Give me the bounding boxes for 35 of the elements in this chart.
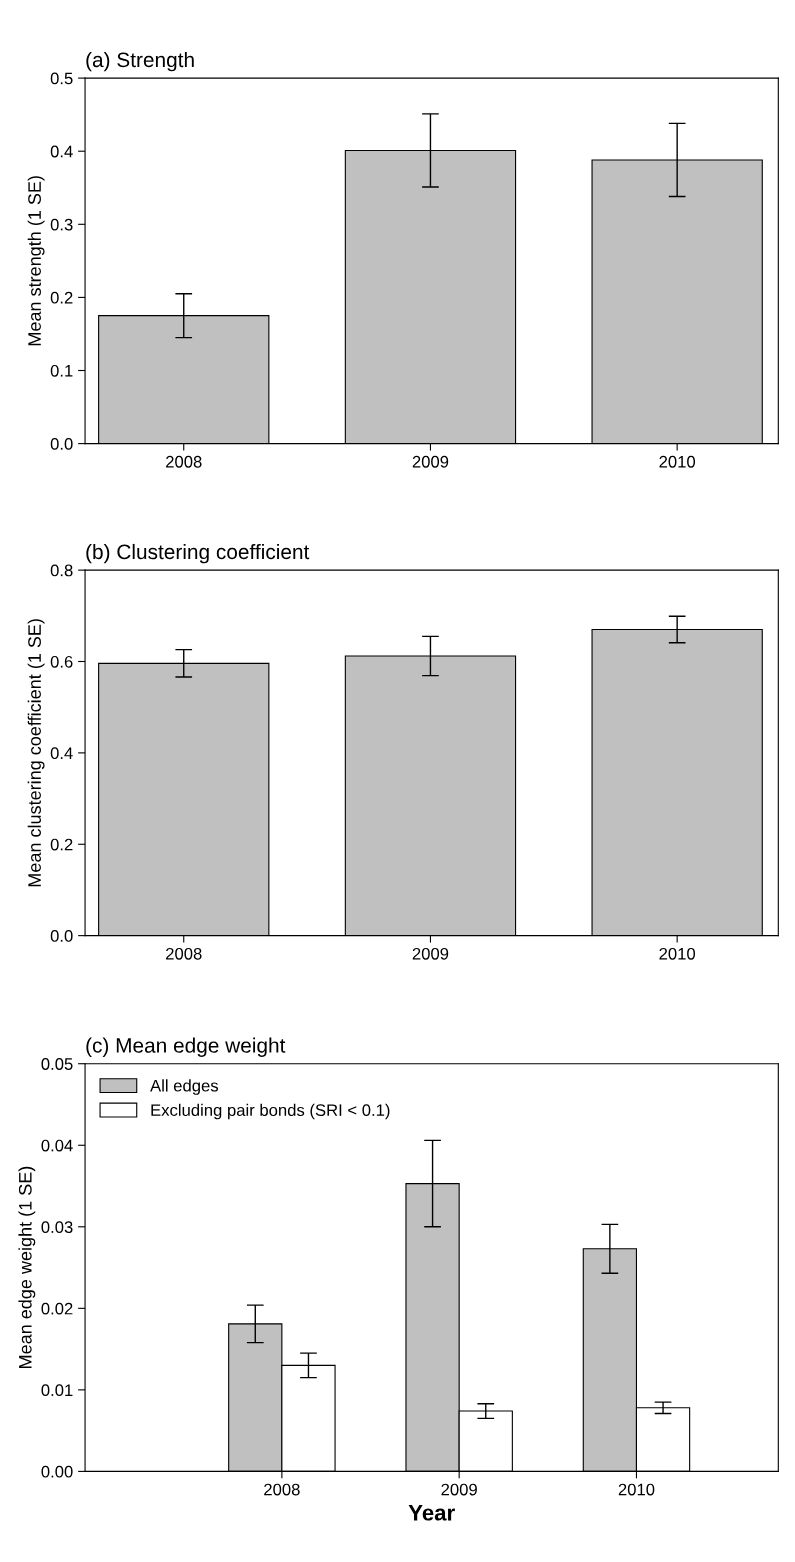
y-tick-label: 0.2	[50, 838, 73, 851]
y-tick-label: 0.8	[50, 564, 73, 577]
y-tick-label: 0.03	[41, 1221, 73, 1233]
y-tick-label: 0.3	[50, 218, 73, 231]
y-tick-label: 0.02	[41, 1302, 73, 1315]
y-tick-label: 0.04	[41, 1139, 73, 1152]
y-tick-label: 0.4	[50, 145, 73, 158]
y-tick-label: 0.4	[50, 747, 73, 760]
chart-title: (a) Strength	[86, 51, 194, 72]
y-axis-title: Mean edge weight (1 SE)	[18, 1166, 36, 1368]
x-tick-label: 2010	[659, 947, 696, 960]
y-tick-label: 0.0	[50, 930, 73, 942]
legend-label: All edges	[150, 1079, 219, 1095]
x-tick-label: 2009	[412, 455, 449, 468]
x-tick-label: 2008	[166, 455, 202, 468]
y-tick-label: 0.2	[50, 291, 73, 304]
y-tick-label: 0.5	[50, 72, 73, 85]
x-tick-label: 2008	[166, 947, 202, 960]
x-tick-label: 2009	[412, 947, 449, 960]
y-tick-label: 0.05	[41, 1058, 73, 1070]
legend-label: Excluding pair bonds (SRI < 0.1)	[151, 1103, 390, 1120]
x-tick-label: 2010	[659, 455, 696, 468]
y-tick-label: 0.6	[50, 655, 73, 668]
x-tick-label: 2010	[618, 1483, 655, 1496]
x-axis-title: Year	[408, 1505, 455, 1521]
y-tick-label: 0.1	[50, 364, 73, 377]
chart-title: (b) Clustering coefficient	[86, 543, 310, 564]
y-axis-title: Mean strength (1 SE)	[27, 176, 45, 346]
x-tick-label: 2008	[264, 1483, 300, 1496]
y-tick-label: 0.0	[50, 438, 73, 450]
y-axis-title: Mean clustering coefficient (1 SE)	[27, 619, 45, 887]
y-tick-label: 0.01	[41, 1384, 73, 1397]
chart-title: (c) Mean edge weight	[86, 1037, 286, 1057]
x-tick-label: 2009	[441, 1483, 477, 1496]
y-tick-label: 0.00	[41, 1465, 73, 1478]
